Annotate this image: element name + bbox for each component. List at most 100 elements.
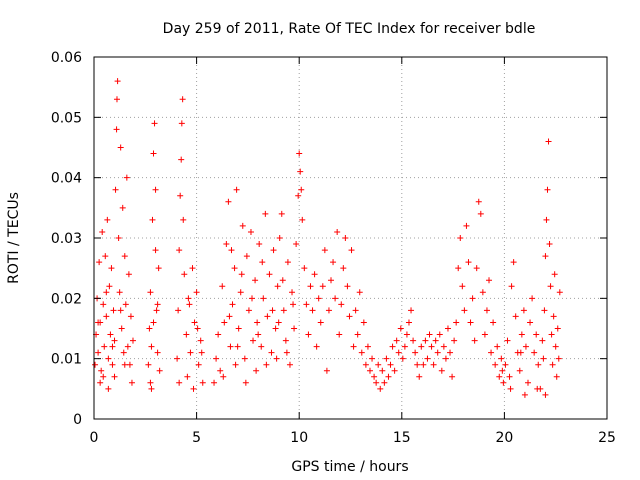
data-point bbox=[108, 265, 115, 272]
data-point bbox=[221, 319, 228, 326]
data-point bbox=[154, 301, 161, 308]
data-point bbox=[457, 235, 464, 241]
data-point bbox=[105, 355, 112, 362]
data-point bbox=[111, 337, 118, 344]
data-point bbox=[260, 295, 267, 302]
data-point bbox=[242, 379, 249, 386]
data-point bbox=[516, 367, 523, 374]
data-point bbox=[276, 235, 283, 241]
data-point bbox=[490, 319, 497, 326]
data-point bbox=[463, 222, 470, 229]
data-point bbox=[273, 355, 280, 362]
data-point bbox=[211, 379, 218, 386]
data-point bbox=[250, 337, 257, 344]
data-point bbox=[150, 319, 157, 326]
data-point bbox=[109, 361, 116, 368]
data-point bbox=[279, 277, 286, 284]
data-point bbox=[461, 307, 468, 314]
data-point bbox=[219, 283, 226, 290]
data-point bbox=[534, 385, 541, 392]
data-point bbox=[442, 355, 449, 362]
y-tick-label: 0.04 bbox=[51, 171, 82, 187]
data-point bbox=[290, 301, 297, 308]
data-point bbox=[401, 343, 408, 350]
data-point bbox=[121, 361, 128, 368]
data-point bbox=[403, 331, 410, 338]
data-point bbox=[189, 265, 196, 272]
data-point bbox=[186, 301, 193, 308]
y-tick-label: 0.03 bbox=[51, 231, 82, 247]
data-point bbox=[258, 343, 265, 350]
data-point bbox=[477, 210, 484, 217]
data-point bbox=[358, 349, 365, 356]
data-point bbox=[502, 361, 509, 368]
data-point bbox=[128, 379, 135, 386]
data-point bbox=[512, 313, 519, 320]
data-point bbox=[375, 361, 382, 368]
data-point bbox=[289, 289, 296, 296]
x-tick-label: 5 bbox=[192, 430, 201, 446]
data-point bbox=[117, 144, 124, 151]
data-point bbox=[253, 367, 260, 374]
data-point bbox=[121, 253, 128, 260]
data-point bbox=[180, 216, 187, 223]
data-point bbox=[540, 355, 547, 362]
data-point bbox=[395, 349, 402, 356]
data-point bbox=[269, 307, 276, 314]
data-point bbox=[352, 307, 359, 314]
data-point bbox=[282, 337, 289, 344]
y-tick-label: 0.01 bbox=[51, 352, 82, 368]
data-point bbox=[436, 331, 443, 338]
data-point bbox=[317, 319, 324, 326]
data-point bbox=[177, 192, 184, 199]
data-point bbox=[152, 186, 159, 193]
data-point bbox=[381, 379, 388, 386]
data-point bbox=[115, 235, 122, 241]
data-point bbox=[145, 361, 152, 368]
data-point bbox=[293, 241, 300, 248]
data-point bbox=[183, 331, 190, 338]
data-point bbox=[262, 210, 269, 217]
data-point bbox=[179, 96, 186, 103]
data-point bbox=[434, 349, 441, 356]
data-point bbox=[422, 337, 429, 344]
data-point bbox=[243, 253, 250, 260]
data-point bbox=[430, 361, 437, 368]
data-point bbox=[296, 150, 303, 157]
data-point bbox=[104, 216, 111, 223]
data-point bbox=[119, 204, 126, 211]
data-point bbox=[95, 349, 102, 356]
data-point bbox=[231, 265, 238, 272]
data-point bbox=[393, 337, 400, 344]
data-point bbox=[539, 337, 546, 344]
data-point bbox=[379, 367, 386, 374]
data-point bbox=[286, 361, 293, 368]
data-point bbox=[385, 373, 392, 380]
x-tick-label: 0 bbox=[90, 430, 99, 446]
data-point bbox=[148, 343, 155, 350]
data-point bbox=[125, 271, 132, 278]
data-point bbox=[521, 391, 528, 398]
data-point bbox=[360, 319, 367, 326]
data-point bbox=[451, 337, 458, 344]
data-point bbox=[178, 156, 185, 163]
data-point bbox=[126, 361, 133, 368]
data-point bbox=[447, 349, 454, 356]
data-point bbox=[103, 313, 110, 320]
data-point bbox=[122, 301, 129, 308]
data-point bbox=[298, 186, 305, 193]
data-point bbox=[280, 307, 287, 314]
chart-title: Day 259 of 2011, Rate Of TEC Index for r… bbox=[163, 21, 536, 37]
data-point bbox=[301, 265, 308, 272]
data-point bbox=[120, 349, 127, 356]
data-point bbox=[522, 343, 529, 350]
data-point bbox=[114, 78, 121, 85]
x-tick-label: 10 bbox=[290, 430, 308, 446]
data-point bbox=[197, 337, 204, 344]
data-point bbox=[309, 307, 316, 314]
data-point bbox=[552, 343, 559, 350]
data-point bbox=[391, 367, 398, 374]
data-point bbox=[249, 295, 256, 302]
data-point bbox=[283, 349, 290, 356]
data-point bbox=[226, 313, 233, 320]
